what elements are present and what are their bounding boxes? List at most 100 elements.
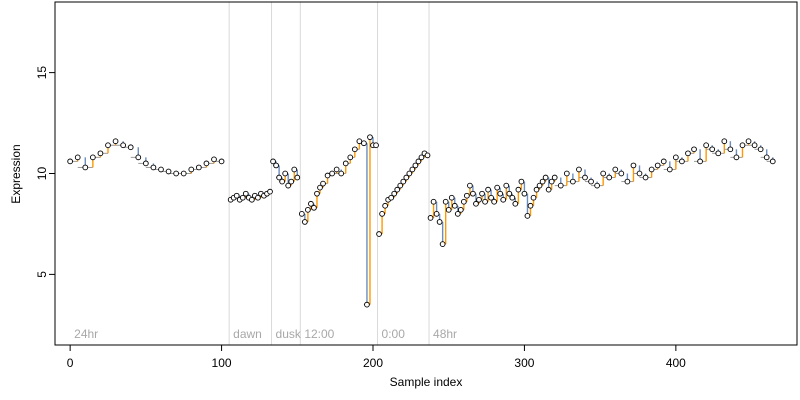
data-point — [542, 174, 549, 181]
data-point — [539, 178, 546, 185]
data-point — [342, 160, 349, 167]
data-point — [367, 134, 373, 141]
data-point — [388, 194, 395, 201]
data-point — [433, 211, 440, 217]
data-point — [143, 160, 149, 167]
data-point — [648, 166, 655, 173]
data-point — [582, 174, 588, 181]
x-axis: 0 100 200 300 400 — [67, 345, 686, 370]
x-tick-label: 200 — [363, 356, 383, 370]
data-point — [394, 186, 401, 193]
data-point — [373, 142, 379, 149]
data-point — [451, 202, 458, 209]
data-point — [242, 190, 249, 197]
data-point — [255, 194, 261, 201]
data-point — [90, 154, 96, 161]
data-point — [291, 166, 298, 173]
data-point — [329, 170, 335, 177]
data-point — [409, 166, 416, 173]
phase-divider-group — [228, 2, 430, 345]
data-point — [518, 178, 525, 185]
data-point — [317, 184, 323, 191]
data-point — [279, 178, 285, 185]
data-point — [412, 162, 419, 169]
data-point — [685, 150, 691, 157]
data-point — [703, 142, 709, 149]
data-point — [270, 158, 276, 165]
data-point — [120, 142, 126, 149]
x-tick-label: 0 — [67, 356, 74, 370]
data-point — [509, 194, 516, 201]
data-point — [285, 182, 292, 189]
data-point — [691, 146, 697, 153]
data-point — [600, 170, 607, 177]
data-point — [715, 150, 722, 157]
data-point — [320, 180, 326, 187]
data-point — [382, 202, 388, 209]
data-point — [67, 158, 73, 165]
y-axis: 5 10 15 — [35, 66, 55, 278]
data-point — [364, 301, 370, 308]
data-point — [74, 154, 81, 161]
data-point — [548, 178, 555, 185]
data-point — [427, 215, 434, 221]
data-point — [636, 170, 643, 177]
data-point — [97, 150, 104, 157]
phase-label: 0:00 — [382, 327, 406, 341]
data-point — [165, 168, 172, 175]
data-point — [521, 190, 528, 197]
data-point — [430, 198, 437, 205]
data-point — [461, 198, 467, 205]
data-point — [105, 142, 111, 149]
data-point — [536, 182, 543, 189]
data-point — [491, 198, 497, 205]
data-point — [173, 170, 179, 177]
x-axis-title: Sample index — [390, 375, 463, 389]
data-point — [524, 213, 531, 219]
data-point — [660, 158, 667, 165]
data-point — [757, 146, 764, 153]
data-point — [298, 211, 305, 217]
data-point — [530, 194, 537, 201]
data-point — [618, 170, 625, 177]
data-point — [442, 198, 449, 205]
data-point — [642, 174, 649, 181]
data-point — [697, 158, 703, 165]
data-point — [391, 190, 398, 197]
data-point — [709, 146, 716, 153]
data-point — [211, 156, 217, 163]
data-point — [188, 166, 195, 173]
data-point — [533, 186, 540, 193]
data-point — [763, 154, 770, 161]
data-point — [418, 154, 425, 161]
data-point — [415, 158, 422, 165]
data-point — [557, 182, 564, 189]
data-point — [439, 241, 446, 247]
data-point — [545, 186, 552, 193]
data-point — [127, 144, 134, 151]
data-point — [733, 154, 740, 161]
data-point — [302, 219, 308, 225]
y-tick-label: 5 — [35, 271, 49, 278]
y-axis-title: Expression — [9, 144, 23, 203]
data-point — [679, 158, 685, 165]
data-point — [506, 190, 513, 197]
data-point — [305, 206, 311, 213]
data-point — [448, 194, 455, 201]
data-point — [288, 178, 295, 185]
data-point — [180, 170, 187, 177]
data-point — [512, 200, 519, 207]
x-tick-label: 300 — [514, 356, 534, 370]
data-point — [457, 206, 464, 213]
data-point — [347, 154, 354, 161]
data-point — [351, 146, 358, 153]
phase-label: dawn — [233, 327, 262, 341]
data-point — [112, 138, 119, 145]
phase-label: dusk — [276, 327, 302, 341]
data-point — [473, 200, 479, 207]
x-tick-label: 100 — [212, 356, 232, 370]
data-point — [654, 162, 661, 169]
data-point — [338, 170, 345, 177]
data-point — [196, 164, 202, 171]
